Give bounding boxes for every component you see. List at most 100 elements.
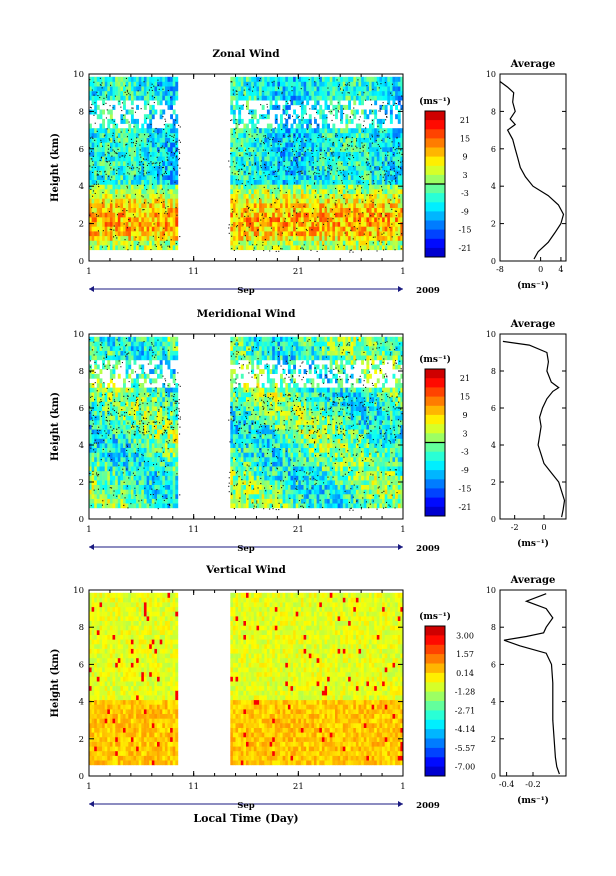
heatmap-cell	[376, 231, 380, 237]
heatmap-cell	[400, 235, 403, 241]
heatmap-cell	[397, 132, 401, 138]
heatmap-cell	[371, 156, 375, 162]
heatmap-cell	[146, 231, 150, 237]
contour-dot	[89, 106, 91, 108]
contour-dot	[318, 173, 320, 175]
heatmap-cell	[348, 81, 351, 87]
heatmap-cell	[107, 90, 111, 96]
contour-dot	[113, 169, 115, 171]
heatmap-cell	[175, 189, 179, 194]
contour-dot	[176, 148, 178, 150]
heatmap-cell	[120, 207, 124, 213]
contour-dot	[363, 144, 365, 146]
contour-dot	[353, 226, 355, 228]
heatmap-cell	[172, 207, 176, 213]
heatmap-cell	[274, 207, 278, 213]
heatmap-cell	[141, 198, 145, 204]
contour-dot	[171, 135, 173, 137]
heatmap-cell	[274, 95, 278, 101]
contour-dot	[149, 134, 151, 136]
heatmap-cell	[170, 114, 173, 120]
heatmap-cell	[314, 76, 317, 82]
heatmap-cell	[235, 81, 239, 87]
heatmap-cell	[117, 90, 121, 96]
colorbar-swatch	[425, 111, 445, 121]
heatmap-cell	[261, 170, 265, 176]
heatmap-cell	[282, 235, 286, 241]
heatmap-cell	[316, 123, 320, 129]
contour-dot	[139, 161, 141, 163]
contour-dot	[366, 161, 368, 163]
heatmap-cell	[128, 240, 132, 246]
heatmap-cell	[151, 179, 155, 185]
heatmap-cell	[96, 156, 100, 162]
heatmap-cell	[340, 198, 344, 204]
heatmap-cell	[384, 95, 388, 101]
contour-dot	[246, 205, 248, 207]
heatmap-cell	[154, 212, 158, 218]
heatmap-cell	[251, 217, 255, 223]
heatmap-cell	[107, 123, 111, 129]
heatmap-cell	[282, 198, 286, 204]
heatmap-cell	[371, 146, 375, 152]
heatmap-field	[89, 336, 403, 511]
contour-dot	[238, 217, 240, 219]
heatmap-cell	[387, 207, 391, 213]
contour-dot	[109, 164, 111, 166]
heatmap-cell	[172, 123, 176, 129]
contour-dot	[256, 171, 258, 173]
contour-dot	[381, 189, 383, 191]
heatmap-cell	[395, 161, 398, 166]
heatmap-cell	[89, 429, 92, 435]
heatmap-cell	[379, 240, 383, 246]
heatmap-cell	[143, 245, 147, 251]
contour-dot	[232, 161, 234, 163]
heatmap-cell	[306, 100, 310, 106]
heatmap-cell	[164, 221, 168, 227]
heatmap-cell	[99, 346, 103, 351]
heatmap-cell	[89, 151, 92, 157]
heatmap-cell	[327, 221, 330, 227]
contour-dot	[161, 147, 163, 149]
contour-dot	[153, 130, 155, 132]
contour-dot	[163, 124, 165, 126]
heatmap-cell	[361, 203, 364, 208]
heatmap-cell	[107, 355, 111, 361]
heatmap-cell	[358, 193, 362, 199]
heatmap-cell	[366, 231, 370, 237]
heatmap-cell	[295, 245, 299, 251]
heatmap-cell	[324, 100, 328, 106]
heatmap-cell	[259, 156, 262, 162]
heatmap-cell	[329, 142, 333, 148]
heatmap-cell	[136, 221, 139, 227]
heatmap-cell	[348, 179, 351, 185]
heatmap-cell	[107, 95, 111, 101]
heatmap-cell	[295, 132, 299, 138]
heatmap-cell	[117, 212, 121, 218]
contour-dot	[108, 160, 110, 162]
heatmap-cell	[112, 189, 116, 194]
contour-dot	[291, 86, 293, 88]
heatmap-cell	[397, 161, 401, 166]
heatmap-cell	[269, 128, 273, 134]
heatmap-cell	[107, 240, 111, 246]
heatmap-cell	[290, 203, 294, 208]
contour-dot	[278, 140, 280, 142]
contour-dot	[333, 109, 335, 111]
heatmap-cell	[133, 189, 137, 194]
heatmap-cell	[157, 189, 160, 194]
heatmap-cell	[261, 212, 265, 218]
heatmap-cell	[376, 203, 380, 208]
heatmap-cell	[308, 212, 312, 218]
heatmap-cell	[238, 165, 242, 171]
contour-dot	[336, 135, 338, 137]
contour-dot	[376, 149, 378, 151]
contour-dot	[110, 167, 112, 169]
heatmap-cell	[261, 137, 265, 143]
heatmap-cell	[104, 424, 108, 430]
heatmap-cell	[154, 142, 158, 148]
contour-dot	[350, 249, 352, 251]
chart-title: Meridional Wind	[197, 308, 296, 320]
heatmap-cell	[172, 198, 176, 204]
contour-dot	[235, 90, 237, 92]
